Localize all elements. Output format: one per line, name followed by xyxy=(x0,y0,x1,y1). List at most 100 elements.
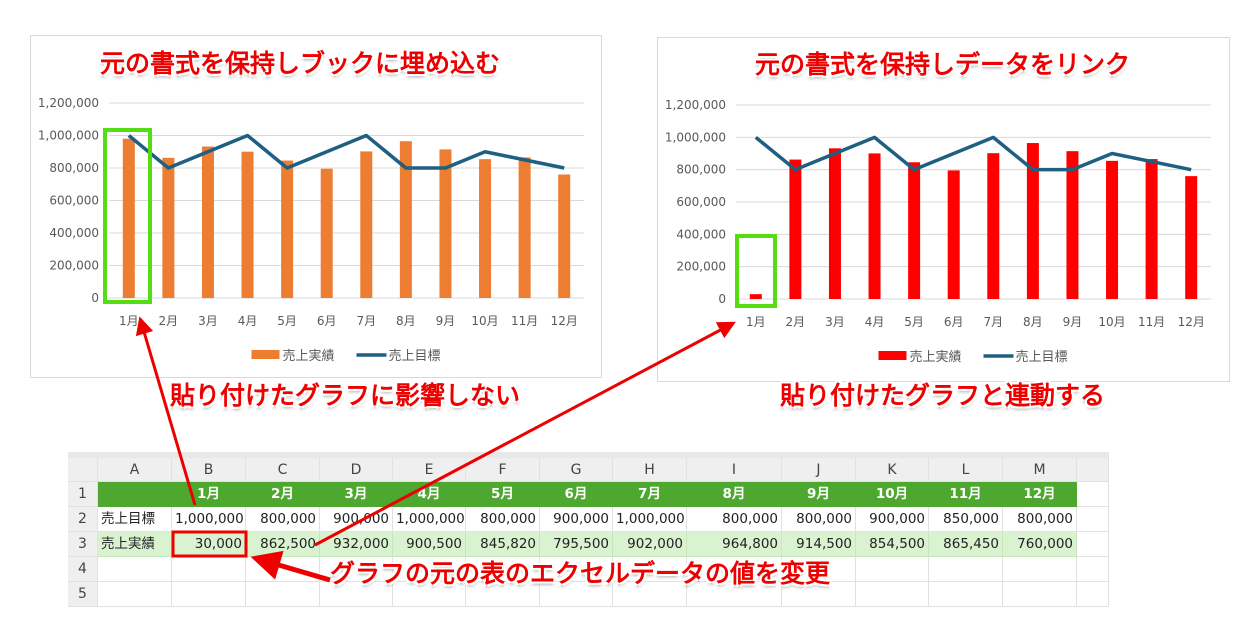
legend-label-actual: 売上実績 xyxy=(910,349,962,365)
column-header-C[interactable]: C xyxy=(246,458,320,482)
column-header-L[interactable]: L xyxy=(929,458,1003,482)
cell-A1[interactable] xyxy=(98,482,172,507)
cell-J3[interactable]: 914,500 xyxy=(782,532,856,557)
cell-I4[interactable] xyxy=(687,557,782,582)
column-header-M[interactable]: M xyxy=(1003,458,1077,482)
row-header-1[interactable]: 1 xyxy=(68,482,98,507)
cell-N1[interactable] xyxy=(1077,482,1109,507)
y-tick-label: 200,000 xyxy=(49,259,99,273)
cell-C4[interactable] xyxy=(246,557,320,582)
cell-A4[interactable] xyxy=(98,557,172,582)
row-header-2[interactable]: 2 xyxy=(68,507,98,532)
cell-L3[interactable]: 865,450 xyxy=(929,532,1003,557)
legend-label-target: 売上目標 xyxy=(1016,349,1068,365)
cell-M5[interactable] xyxy=(1003,582,1077,607)
highlight-box-right xyxy=(735,234,777,308)
cell-K3[interactable]: 854,500 xyxy=(856,532,929,557)
cell-I5[interactable] xyxy=(687,582,782,607)
cell-M3[interactable]: 760,000 xyxy=(1003,532,1077,557)
x-tick-label: 7月 xyxy=(983,315,1003,329)
cell-G4[interactable] xyxy=(540,557,613,582)
cell-H1[interactable]: 7月 xyxy=(613,482,687,507)
cell-B3[interactable]: 30,000 xyxy=(172,532,246,557)
cell-D4[interactable] xyxy=(320,557,393,582)
column-header-J[interactable]: J xyxy=(782,458,856,482)
arrow-to-left-chart xyxy=(135,316,197,506)
cell-E4[interactable] xyxy=(393,557,466,582)
cell-D5[interactable] xyxy=(320,582,393,607)
chart-linked[interactable]: 0 200,000 400,000 600,000 800,000 1,000,000 1,… xyxy=(657,37,1230,382)
cell-N2[interactable] xyxy=(1077,507,1109,532)
column-header-A[interactable]: A xyxy=(98,458,172,482)
x-tick-label: 4月 xyxy=(238,314,258,328)
y-tick-label: 400,000 xyxy=(676,227,726,241)
cell-M2[interactable]: 800,000 xyxy=(1003,507,1077,532)
column-header-D[interactable]: D xyxy=(320,458,393,482)
cell-H5[interactable] xyxy=(613,582,687,607)
line-series-target xyxy=(754,135,1192,172)
cell-C5[interactable] xyxy=(246,582,320,607)
column-header-I[interactable]: I xyxy=(687,458,782,482)
cell-J2[interactable]: 800,000 xyxy=(782,507,856,532)
arrow-to-cell xyxy=(250,550,331,583)
cell-L4[interactable] xyxy=(929,557,1003,582)
cell-L1[interactable]: 11月 xyxy=(929,482,1003,507)
cell-K1[interactable]: 10月 xyxy=(856,482,929,507)
cell-N5[interactable] xyxy=(1077,582,1109,607)
cell-F1[interactable]: 5月 xyxy=(466,482,540,507)
cell-G3[interactable]: 795,500 xyxy=(540,532,613,557)
cell-H3[interactable]: 902,000 xyxy=(613,532,687,557)
cell-F4[interactable] xyxy=(466,557,540,582)
cell-G2[interactable]: 900,000 xyxy=(540,507,613,532)
cell-C2[interactable]: 800,000 xyxy=(246,507,320,532)
cell-M1[interactable]: 12月 xyxy=(1003,482,1077,507)
column-header-G[interactable]: G xyxy=(540,458,613,482)
cell-J1[interactable]: 9月 xyxy=(782,482,856,507)
highlight-box-left xyxy=(103,128,152,304)
column-header-K[interactable]: K xyxy=(856,458,929,482)
cell-F2[interactable]: 800,000 xyxy=(466,507,540,532)
cell-A5[interactable] xyxy=(98,582,172,607)
cell-K5[interactable] xyxy=(856,582,929,607)
chart-embedded[interactable]: 0 200,000 400,000 600,000 800,000 1,000,000 1,… xyxy=(30,35,602,378)
cell-K4[interactable] xyxy=(856,557,929,582)
cell-J5[interactable] xyxy=(782,582,856,607)
cell-I3[interactable]: 964,800 xyxy=(687,532,782,557)
cell-C1[interactable]: 2月 xyxy=(246,482,320,507)
cell-G1[interactable]: 6月 xyxy=(540,482,613,507)
cell-E5[interactable] xyxy=(393,582,466,607)
cell-I2[interactable]: 800,000 xyxy=(687,507,782,532)
cell-I1[interactable]: 8月 xyxy=(687,482,782,507)
cell-F3[interactable]: 845,820 xyxy=(466,532,540,557)
cell-M4[interactable] xyxy=(1003,557,1077,582)
cell-E3[interactable]: 900,500 xyxy=(393,532,466,557)
bar-1月 xyxy=(122,138,135,298)
cell-N4[interactable] xyxy=(1077,557,1109,582)
cell-D1[interactable]: 3月 xyxy=(320,482,393,507)
x-tick-label: 6月 xyxy=(944,315,964,329)
cell-L5[interactable] xyxy=(929,582,1003,607)
spreadsheet[interactable]: A B C D E F G H I J K L M 1 1月 2月 3月 4月 5月 6月 7月 8月 9月 10月 11月 12… xyxy=(68,452,1109,621)
y-tick-label: 600,000 xyxy=(676,195,726,209)
row-header-3[interactable]: 3 xyxy=(68,532,98,557)
row-header-4[interactable]: 4 xyxy=(68,557,98,582)
column-header-F[interactable]: F xyxy=(466,458,540,482)
row-header-5[interactable]: 5 xyxy=(68,582,98,607)
cell-B5[interactable] xyxy=(172,582,246,607)
cell-N3[interactable] xyxy=(1077,532,1109,557)
cell-G5[interactable] xyxy=(540,582,613,607)
cell-K2[interactable]: 900,000 xyxy=(856,507,929,532)
cell-E2[interactable]: 1,000,000 xyxy=(393,507,466,532)
cell-H2[interactable]: 1,000,000 xyxy=(613,507,687,532)
cell-H4[interactable] xyxy=(613,557,687,582)
cell-B4[interactable] xyxy=(172,557,246,582)
column-header-empty[interactable] xyxy=(1077,458,1109,482)
select-all-corner[interactable] xyxy=(68,458,98,482)
column-header-H[interactable]: H xyxy=(613,458,687,482)
cell-E1[interactable]: 4月 xyxy=(393,482,466,507)
cell-L2[interactable]: 850,000 xyxy=(929,507,1003,532)
cell-A2[interactable]: 売上目標 xyxy=(98,507,172,532)
cell-F5[interactable] xyxy=(466,582,540,607)
cell-J4[interactable] xyxy=(782,557,856,582)
cell-B1[interactable]: 1月 xyxy=(172,482,246,507)
